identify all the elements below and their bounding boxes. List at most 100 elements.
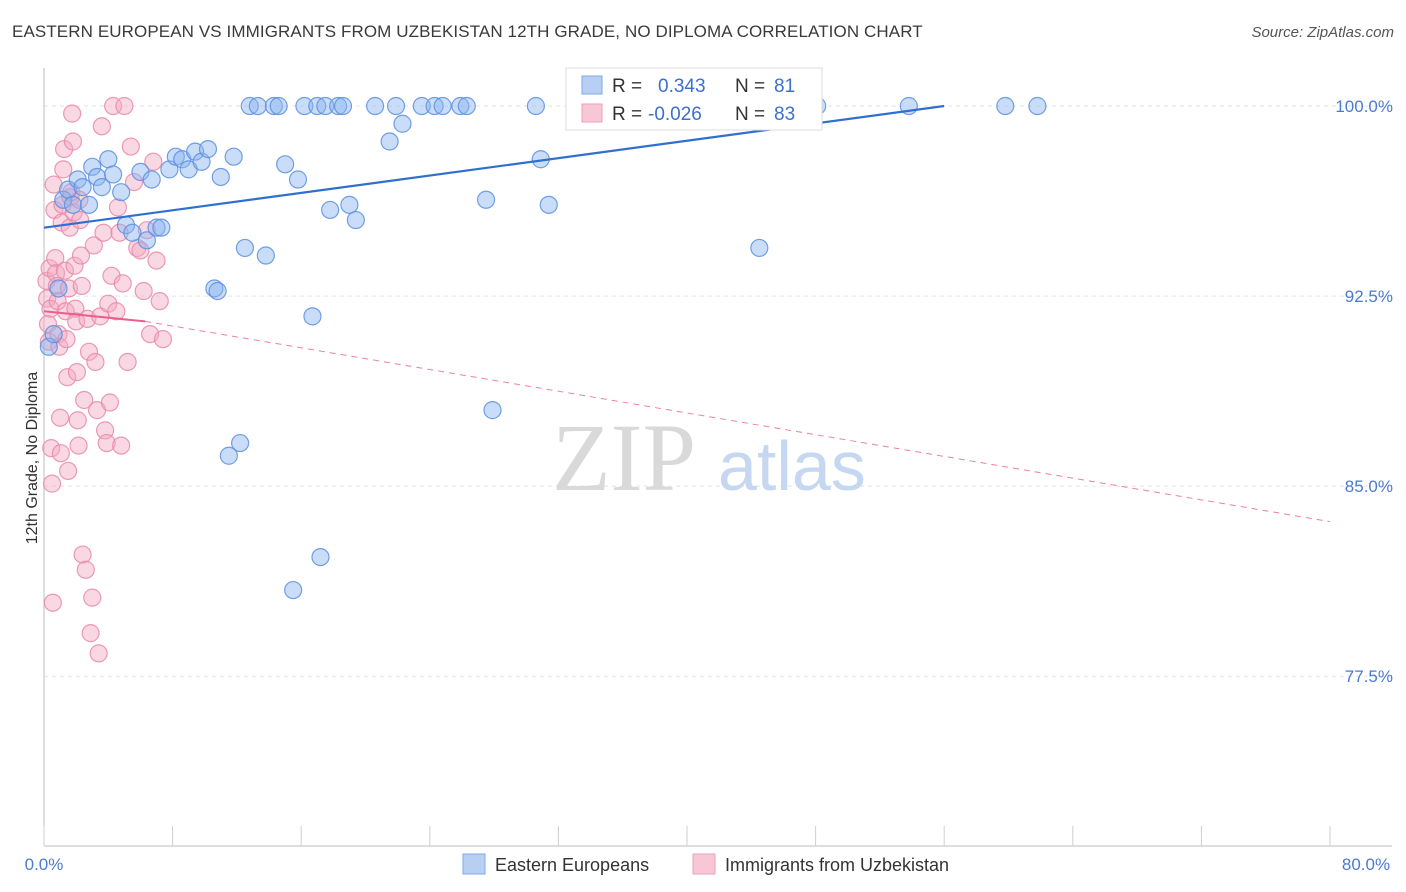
data-point xyxy=(59,461,78,481)
data-point xyxy=(131,241,150,260)
x-tick-label-max: 80.0% xyxy=(1342,855,1390,874)
data-point xyxy=(248,96,267,116)
data-point xyxy=(72,276,91,296)
data-point xyxy=(108,198,128,217)
data-point xyxy=(366,96,385,116)
legend-r-value-blue: 0.343 xyxy=(658,76,706,97)
data-point xyxy=(208,281,227,301)
data-point xyxy=(264,96,283,116)
pink-series xyxy=(37,96,173,663)
data-point xyxy=(112,183,131,202)
data-point xyxy=(69,436,88,455)
watermark-zip: ZIP xyxy=(552,404,696,511)
trend-line-pink xyxy=(43,310,146,323)
data-point xyxy=(211,167,230,187)
data-point xyxy=(58,368,77,387)
data-point xyxy=(219,446,238,465)
data-point xyxy=(51,444,70,463)
legend-r-label-pink: R = xyxy=(612,104,642,125)
source-label: Source: ZipAtlas.com xyxy=(1251,24,1394,41)
data-point xyxy=(433,96,452,116)
data-point xyxy=(54,160,73,179)
data-point xyxy=(457,96,476,116)
y-tick-labels: 77.5% 85.0% 92.5% 100.0% xyxy=(1335,97,1393,686)
data-point xyxy=(152,218,171,237)
data-point xyxy=(269,96,288,116)
legend-n-value-blue: 81 xyxy=(774,76,795,97)
data-point xyxy=(67,363,87,382)
data-point xyxy=(54,190,73,209)
data-point xyxy=(99,150,118,169)
data-point xyxy=(150,292,169,311)
data-point xyxy=(71,246,91,265)
data-point xyxy=(92,178,111,197)
legend-swatch-pink xyxy=(581,103,603,123)
x-tick-label-min: 0.0% xyxy=(25,855,64,874)
chart-title: EASTERN EUROPEAN VS IMMIGRANTS FROM UZBE… xyxy=(12,22,923,41)
data-point xyxy=(65,256,84,275)
y-tick-label: 77.5% xyxy=(1345,667,1393,686)
data-point xyxy=(1028,96,1047,116)
data-point xyxy=(124,172,144,192)
data-point xyxy=(386,96,406,116)
blue-series xyxy=(39,96,1047,600)
data-point xyxy=(329,96,348,116)
data-point xyxy=(44,175,63,194)
data-point xyxy=(380,132,399,151)
data-point xyxy=(526,96,545,116)
data-point xyxy=(153,330,173,349)
data-point xyxy=(123,223,142,242)
data-point xyxy=(63,104,82,123)
data-point xyxy=(346,210,365,230)
data-point xyxy=(107,302,126,321)
data-point xyxy=(198,139,218,159)
data-point xyxy=(147,251,166,270)
data-point xyxy=(50,408,70,427)
data-point xyxy=(295,96,314,116)
data-point xyxy=(55,261,74,280)
data-point xyxy=(63,132,83,151)
data-point xyxy=(89,644,108,663)
data-point xyxy=(205,279,224,298)
data-point xyxy=(73,178,92,197)
data-point xyxy=(333,96,353,116)
data-point xyxy=(100,393,120,412)
data-point xyxy=(49,279,68,298)
data-point xyxy=(256,246,275,265)
data-point xyxy=(71,210,90,230)
bottom-legend-label-pink: Immigrants from Uzbekistan xyxy=(725,855,949,875)
legend-r-label-blue: R = xyxy=(612,76,642,97)
data-point xyxy=(44,324,63,344)
data-point xyxy=(134,281,153,301)
legend-swatch-blue xyxy=(581,75,603,95)
data-point xyxy=(67,312,86,331)
data-point xyxy=(113,274,132,293)
data-point xyxy=(92,117,111,136)
data-point xyxy=(284,580,303,600)
legend-n-label-pink: N = xyxy=(735,104,765,125)
grid xyxy=(44,105,1392,677)
data-point xyxy=(121,137,140,156)
data-point xyxy=(412,96,431,116)
legend-r-value-pink: -0.026 xyxy=(648,104,702,125)
data-point xyxy=(79,195,99,214)
data-point xyxy=(340,195,359,214)
series-legend: Eastern Europeans Immigrants from Uzbeki… xyxy=(462,853,949,875)
data-point xyxy=(539,195,558,214)
legend-n-value-pink: 83 xyxy=(774,104,795,125)
x-ticks xyxy=(43,826,1331,846)
data-point xyxy=(276,155,295,174)
data-point xyxy=(311,548,330,567)
y-tick-label: 100.0% xyxy=(1335,97,1393,116)
data-point xyxy=(451,96,470,116)
data-point xyxy=(231,433,250,453)
data-point xyxy=(147,218,166,237)
data-point xyxy=(46,248,65,268)
data-point xyxy=(73,545,92,564)
y-tick-label: 85.0% xyxy=(1345,477,1393,496)
legend-n-label-blue: N = xyxy=(735,76,765,97)
data-point xyxy=(303,307,322,326)
data-point xyxy=(115,96,134,116)
data-point xyxy=(83,157,102,176)
